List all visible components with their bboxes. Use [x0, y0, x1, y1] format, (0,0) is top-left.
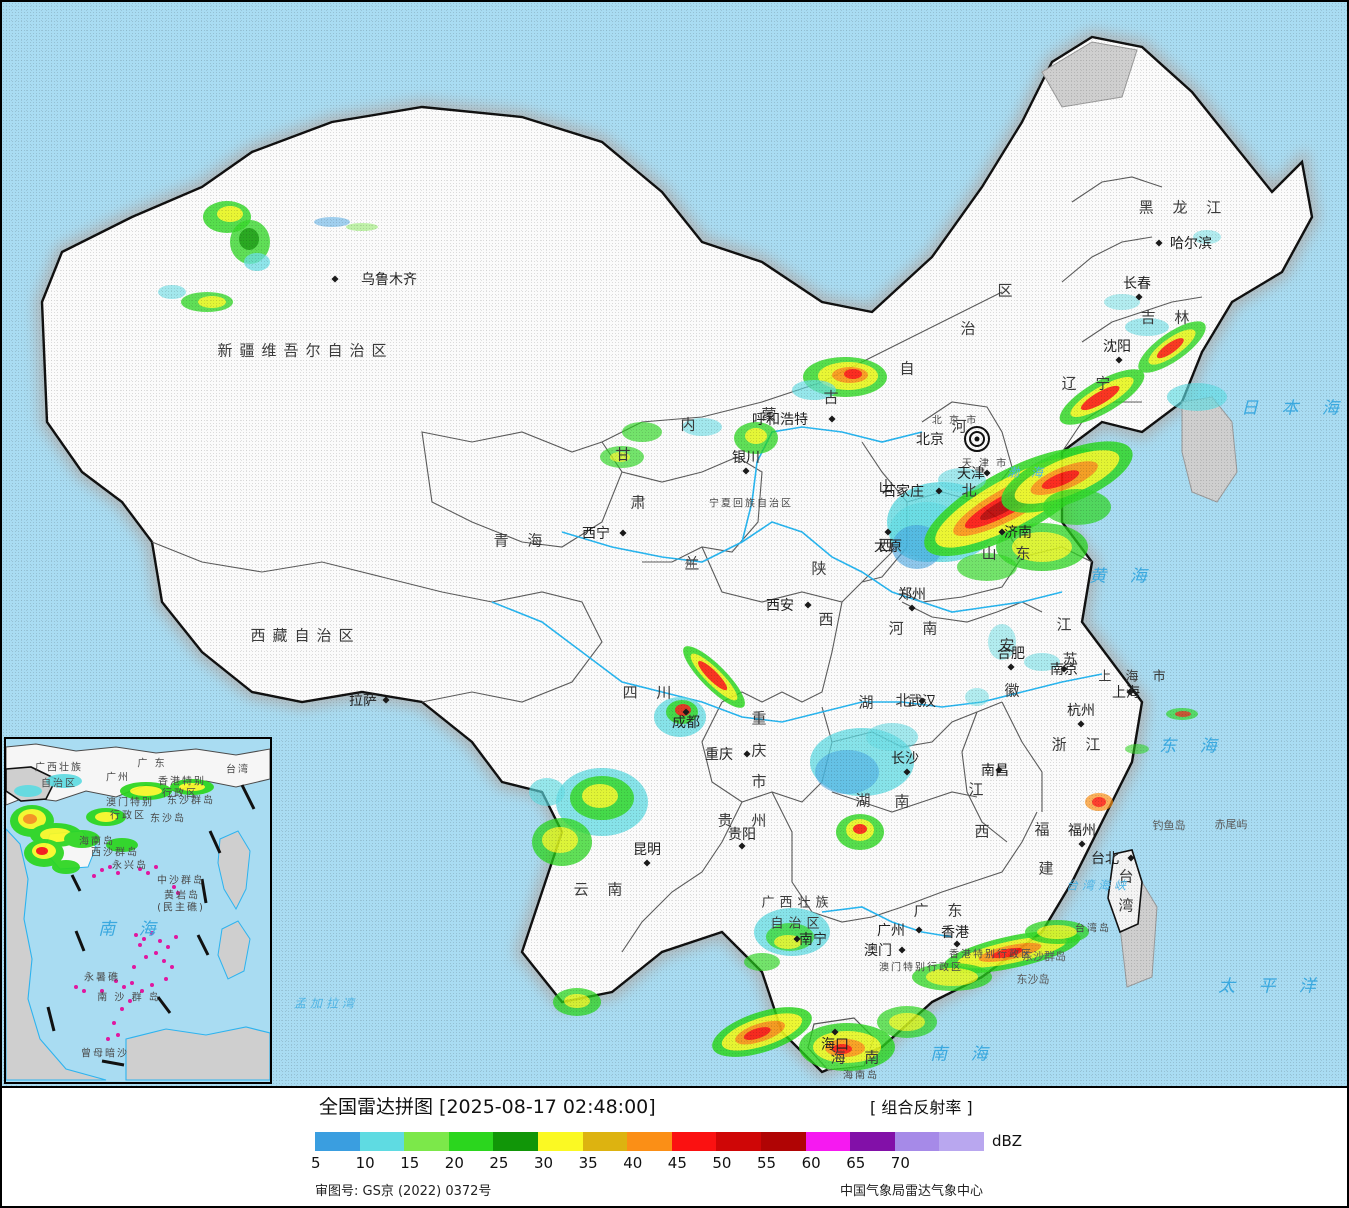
dbz-swatch-9 [716, 1132, 761, 1151]
dbz-swatch-4 [493, 1132, 538, 1151]
map-geometry [34, 29, 1320, 1081]
dbz-tick-10: 10 [355, 1154, 375, 1172]
dbz-swatch-10 [760, 1132, 806, 1151]
radar-echo-layer [158, 201, 1227, 1071]
legend-product-type: [ 组合反射率 ] [870, 1098, 973, 1117]
dbz-swatch-0 [315, 1132, 360, 1151]
dbz-swatch-8 [671, 1132, 717, 1151]
dbz-tick-15: 15 [400, 1154, 420, 1172]
dbz-tick-50: 50 [712, 1154, 732, 1172]
island-echo-dots [74, 865, 180, 1041]
dbz-tick-40: 40 [623, 1154, 643, 1172]
map-approval-number: 审图号: GS京 (2022) 0372号 [315, 1184, 492, 1199]
dbz-color-bar[interactable] [315, 1132, 984, 1151]
south-china-sea-inset-map[interactable]: 南 海广西壮族 自治区广 东台湾 广州 香港特别 行政区 澳门特别 行政区 东沙群岛 东沙岛 海南… [4, 737, 272, 1084]
dbz-swatch-5 [537, 1132, 583, 1151]
dbz-unit-label: dBZ [992, 1132, 1023, 1150]
inset-geometry [6, 743, 270, 1081]
dbz-tick-5: 5 [311, 1154, 321, 1172]
dbz-swatch-1 [359, 1132, 405, 1151]
dbz-tick-60: 60 [801, 1154, 821, 1172]
capital-marker [964, 426, 990, 452]
dbz-swatch-6 [582, 1132, 628, 1151]
legend-panel: 全国雷达拼图 [2025-08-17 02:48:00] [ 组合反射率 ] 5… [2, 1086, 1347, 1206]
dbz-tick-65: 65 [846, 1154, 866, 1172]
dbz-tick-70: 70 [890, 1154, 910, 1172]
dbz-tick-30: 30 [534, 1154, 554, 1172]
dbz-swatch-11 [805, 1132, 851, 1151]
issuing-agency: 中国气象局雷达气象中心 [840, 1184, 984, 1199]
dbz-tick-45: 45 [667, 1154, 687, 1172]
dbz-swatch-2 [404, 1132, 449, 1151]
legend-title: 全国雷达拼图 [2025-08-17 02:48:00] [319, 1096, 656, 1118]
dbz-swatch-3 [448, 1132, 494, 1151]
dbz-tick-55: 55 [757, 1154, 777, 1172]
dbz-swatch-13 [894, 1132, 940, 1151]
taiwan-island [1107, 849, 1143, 934]
dbz-tick-25: 25 [489, 1154, 509, 1172]
dbz-tick-20: 20 [444, 1154, 464, 1172]
rivers [491, 426, 1103, 938]
nine-dash-line [46, 784, 256, 1067]
dbz-swatch-14 [939, 1132, 984, 1151]
dbz-swatch-7 [627, 1132, 672, 1151]
dbz-swatch-12 [850, 1132, 895, 1151]
dbz-tick-labels: 5 10 15 20 25 30 35 40 45 50 55 60 65 70 [311, 1154, 1035, 1174]
dbz-tick-35: 35 [578, 1154, 598, 1172]
